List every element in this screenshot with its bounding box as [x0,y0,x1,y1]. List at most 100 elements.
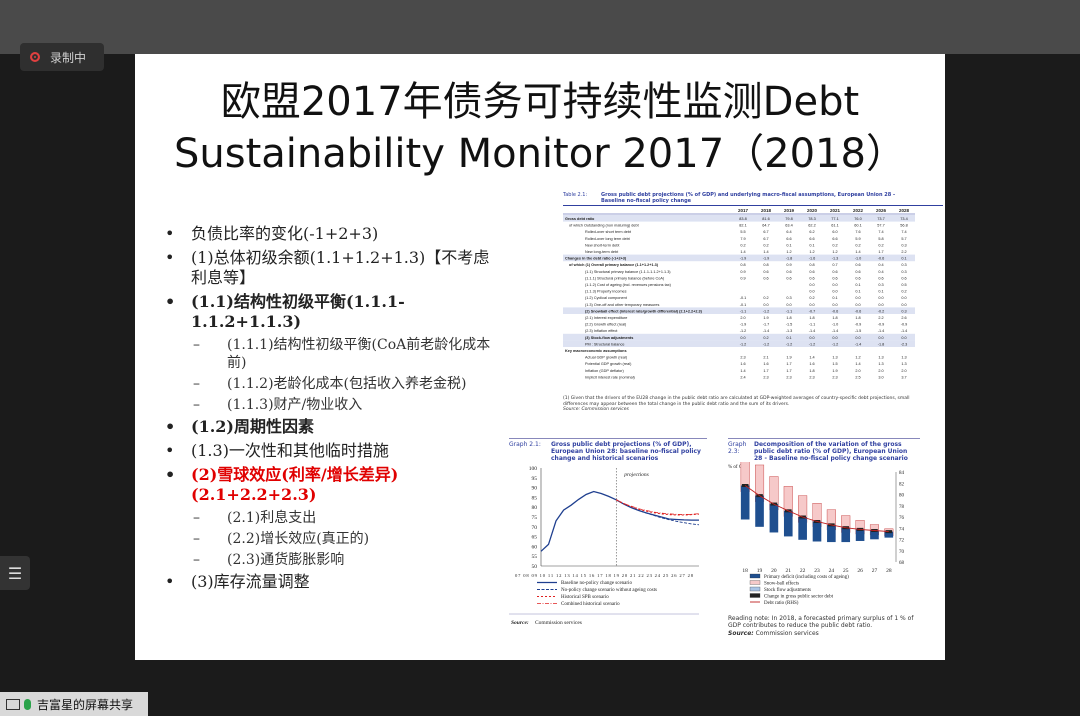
table-cell: 0.3 [878,283,883,287]
table-cell: 0.6 [855,263,860,267]
graph2-reading-note: Reading note: In 2018, a forecasted prim… [728,615,914,629]
table-source: Source: Commission services [563,407,629,412]
table-cell: 0.6 [878,276,883,280]
table-cell: 2.0 [878,369,883,373]
table-cell: -1.4 [763,329,770,333]
table-row-label: New short-term debt [585,243,620,247]
table-cell: -0.9 [878,323,885,327]
table-row-shade [563,307,915,314]
table-cell: 2.3 [786,375,791,379]
bullet-item: (1)总体初级余额(1.1+1.2+1.3)【不考虑利息等】 [165,248,495,288]
graph2-primary-bar [769,504,779,533]
table-cell: 78.3 [808,217,815,221]
table-cell: -1.0 [832,323,839,327]
table-cell: 6.4 [786,230,791,234]
table-cell: -1.7 [763,323,770,327]
table-year-header: 2028 [899,208,910,213]
table-row-label: Gross debt ratio [565,217,595,221]
table-cell: -1.2 [740,342,747,346]
table-cell: 0.2 [740,243,745,247]
table-cell: -1.4 [878,329,885,333]
table-cell: -1.1 [786,309,793,313]
bullet-item: 负债比率的变化(-1+2+3) [165,224,495,244]
graph2-change-marker [885,530,893,534]
table-cell: 0.4 [878,270,883,274]
table-cell: 5.7 [901,237,906,241]
graph2-x-tick: 23 [814,568,820,574]
table-row-label: (3) Stock-flow adjustments [585,336,633,340]
table-cell: 0.2 [901,290,906,294]
table-row-label: (2.2) Growth effect (real) [585,323,627,327]
graph1-series-line [615,499,700,526]
table-cell: -1.2 [786,342,793,346]
table-cell: 0.2 [878,243,883,247]
table-cell: 2.4 [740,375,745,379]
table-cell: 2.3 [763,375,768,379]
table-cell: -1.2 [740,329,747,333]
sub-bullet-item: (2.3)通货膨胀影响 [165,551,495,569]
graph1-series-line [616,499,700,515]
graph1-source-text: Commission services [535,620,582,626]
table-cell: -0.9 [901,323,908,327]
table-cell: 0.0 [878,336,883,340]
table-cell: 1.6 [763,362,768,366]
graph2-primary-bar [783,510,793,537]
bullet-item: (1.2)周期性因素 [165,417,495,437]
side-toolbar-toggle[interactable]: ☰ [0,556,30,590]
table-row-shade [563,254,915,262]
sub-bullet-item: (1.1.3)财产/物业收入 [165,396,495,414]
table-cell: 0.0 [878,303,883,307]
table-cell: -0.6 [832,309,839,313]
table-cell: 7.4 [901,230,906,234]
recording-indicator[interactable]: 录制中 [20,43,104,71]
table-row-label: Potential GDP growth (real) [585,362,632,366]
table-cell: 79.8 [785,217,792,221]
graph2-x-tick: 20 [771,568,777,574]
table-cell: 1.7 [786,362,791,366]
table-cell: 0.1 [786,243,791,247]
graph1-y-tick: 85 [532,495,538,501]
table-row-label: (1.1.3) Property incomes [585,290,627,294]
table-cell: 0.2 [763,336,768,340]
graph2-primary-bar [798,517,807,540]
table-cell: -0.1 [740,296,747,300]
graph1-legend-label: Combined historical scenario [561,602,620,607]
table-cell: -0.9 [855,323,862,327]
screen-share-bar[interactable]: 吉富星的屏幕共享 [0,692,148,716]
table-cell: 61.1 [831,224,838,228]
graph2-x-tick: 22 [800,568,806,574]
table-cell: 1.8 [809,369,814,373]
graph2-x-tick: 25 [843,568,849,574]
table-cell: -1.4 [901,329,908,333]
graph2-legend-label: Stock flow adjustments [764,588,811,593]
table-cell: 7.4 [878,230,883,234]
table-cell: 83.8 [739,217,746,221]
bullet-item: (1.1)结构性初级平衡(1.1.1-1.1.2+1.1.3) [165,292,495,332]
graph2-label: Graph 2.3: [728,441,747,455]
table-cell: 0.1 [809,243,814,247]
table-cell: -0.2 [878,309,885,313]
table-cell: 1.4 [763,250,768,254]
table-row-label: Actual GDP growth (real) [585,356,628,360]
graph2-chart: % of GDP 68 70 72 74 76 78 80 82 84 18 19 20 21 22 23 24… [728,462,905,606]
table-cell: 1.2 [786,250,791,254]
table-cell: -1.4 [809,329,816,333]
table-body: 2017 2018 2019 2020 2021 2022 2026 2028 Gross de… [563,208,915,379]
graph2-y-tick: 72 [899,539,905,544]
graph2-debt-ratio-line [744,485,889,533]
table-cell: 0.6 [832,270,837,274]
graph1-source-label: Source: [511,620,529,626]
table-cell: 2.1 [763,356,768,360]
table-cell: 0.0 [901,296,906,300]
table-cell: 77.1 [831,217,838,221]
graph2-x-tick: 18 [742,568,748,574]
graph2-y-tick: 68 [899,561,905,566]
microphone-icon [24,698,31,710]
table-cell: 0.0 [855,303,860,307]
table-year-header: 2019 [784,208,795,213]
table-cell: 73.4 [900,217,907,221]
graph1-chart: 50 55 60 65 70 75 80 85 90 95 100 07 08 09 10 11 12… [509,466,700,626]
table-cell: 0.3 [901,309,906,313]
table-cell: 0.0 [809,336,814,340]
graph2-y-tick: 80 [899,494,905,499]
